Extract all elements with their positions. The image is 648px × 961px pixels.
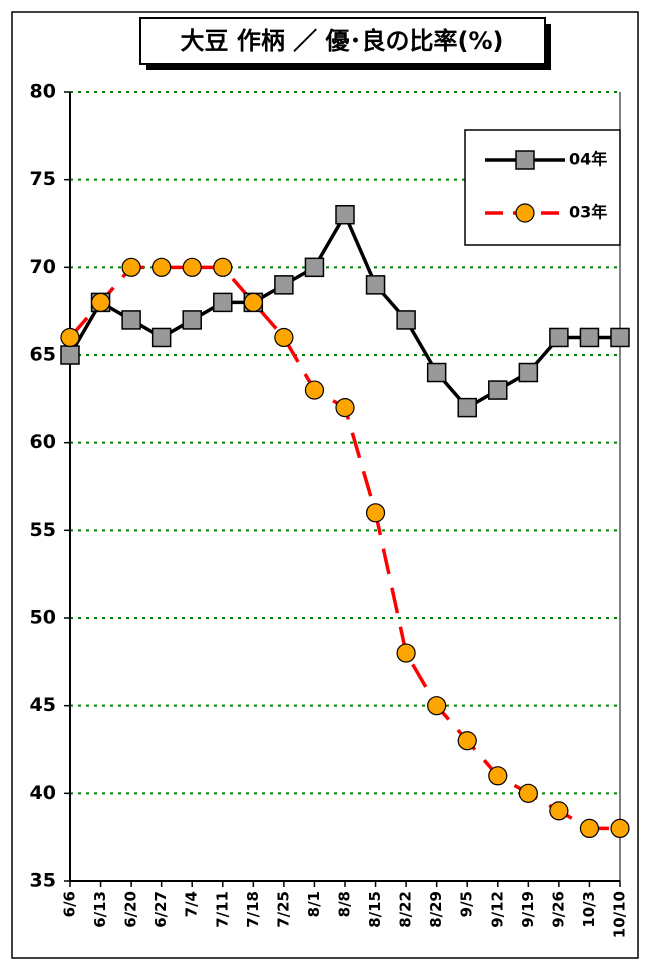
marker: [515, 203, 535, 223]
marker: [182, 310, 202, 330]
y-tick-label: 45: [30, 694, 56, 716]
legend-label: 04年: [569, 150, 607, 169]
x-tick-label: 9/5: [458, 891, 476, 917]
marker: [60, 327, 80, 348]
marker: [274, 275, 294, 295]
marker: [243, 292, 263, 312]
title-box: [139, 17, 546, 65]
x-tick-label: 6/13: [91, 891, 109, 928]
chart-title: 大豆 作柄 ／ 優･良の比率(%): [180, 27, 503, 55]
marker: [213, 257, 233, 277]
marker: [396, 643, 416, 663]
x-tick-label: 6/6: [61, 891, 79, 917]
marker: [579, 818, 600, 839]
x-tick-label: 8/8: [336, 891, 354, 917]
x-tick-label: 8/22: [397, 891, 415, 928]
marker: [579, 327, 600, 348]
marker: [457, 397, 477, 418]
marker: [335, 398, 355, 418]
x-tick-label: 7/4: [183, 891, 201, 917]
marker: [335, 204, 355, 225]
marker: [121, 310, 141, 330]
marker: [518, 362, 539, 383]
marker: [304, 257, 325, 278]
marker: [213, 292, 233, 313]
y-tick-label: 65: [30, 344, 56, 366]
marker: [488, 766, 508, 786]
marker: [518, 783, 538, 803]
marker: [274, 327, 294, 348]
legend-label: 03年: [569, 203, 607, 222]
marker: [365, 503, 386, 523]
y-tick-label: 40: [30, 782, 56, 804]
x-tick-label: 10/3: [580, 891, 598, 928]
marker: [610, 818, 630, 839]
legend-box: [464, 129, 621, 246]
marker: [152, 257, 172, 277]
marker: [426, 362, 447, 383]
y-tick-label: 80: [30, 81, 56, 103]
marker: [121, 257, 141, 277]
marker: [549, 801, 569, 821]
marker: [457, 731, 477, 751]
marker: [515, 150, 535, 170]
marker: [182, 257, 202, 277]
y-tick-label: 50: [30, 607, 56, 629]
marker: [90, 292, 111, 312]
y-tick-label: 70: [30, 256, 56, 278]
marker: [60, 345, 80, 365]
y-tick-label: 55: [30, 519, 56, 541]
x-tick-label: 9/12: [488, 891, 506, 928]
marker: [396, 310, 416, 330]
x-tick-label: 8/15: [366, 891, 384, 928]
y-tick-label: 60: [30, 431, 56, 453]
x-tick-label: 6/27: [152, 891, 170, 928]
x-tick-label: 6/20: [122, 891, 140, 928]
x-tick-label: 9/26: [549, 891, 567, 928]
x-tick-label: 8/1: [305, 891, 323, 917]
marker: [304, 380, 325, 400]
x-tick-label: 9/19: [519, 891, 537, 928]
marker: [610, 327, 630, 348]
marker: [151, 327, 172, 348]
marker: [365, 275, 386, 295]
y-tick-label: 35: [30, 870, 56, 892]
y-tick-label: 75: [30, 168, 56, 190]
x-tick-label: 10/10: [611, 891, 629, 938]
x-tick-label: 8/29: [427, 891, 445, 928]
x-tick-label: 7/25: [274, 891, 292, 928]
x-tick-label: 7/11: [213, 891, 231, 928]
marker: [427, 696, 447, 716]
marker: [488, 380, 508, 400]
marker: [549, 327, 569, 348]
x-tick-label: 7/18: [244, 891, 262, 928]
